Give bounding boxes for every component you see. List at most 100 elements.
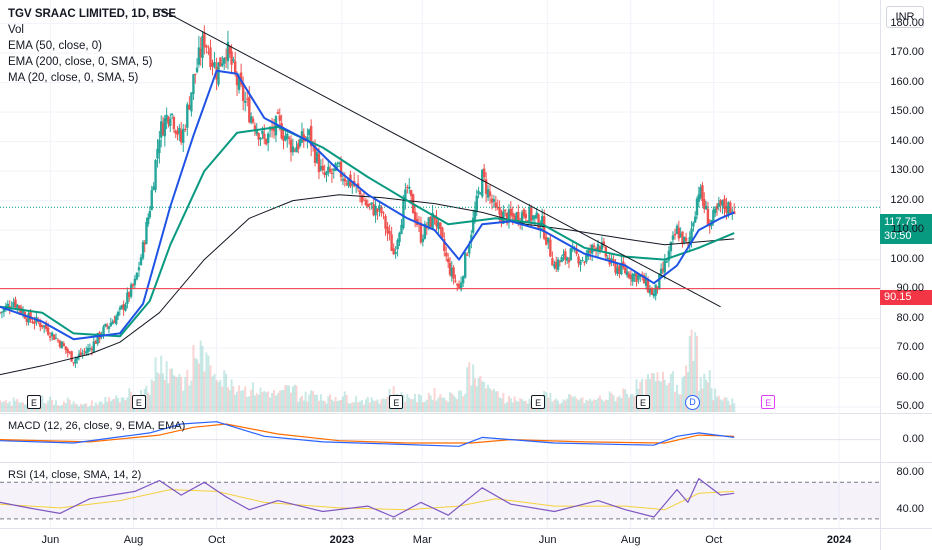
earnings-marker[interactable]: E xyxy=(131,395,146,409)
volume-bar xyxy=(577,400,580,412)
volume-bar xyxy=(673,391,676,412)
candle-body xyxy=(486,189,490,198)
volume-bar xyxy=(225,373,228,412)
volume-bar xyxy=(291,386,294,412)
volume-bar xyxy=(343,391,346,412)
candle-body xyxy=(575,248,578,254)
candle-body xyxy=(699,187,702,198)
volume-bar xyxy=(725,397,728,412)
volume-bar xyxy=(250,389,253,412)
candle-body xyxy=(484,179,488,194)
volume-bar xyxy=(213,373,216,412)
volume-bar xyxy=(622,388,625,412)
candle-body xyxy=(675,225,679,234)
candle-body xyxy=(602,241,606,245)
volume-bar xyxy=(41,395,44,412)
candle-body xyxy=(505,212,509,224)
candle-body xyxy=(44,323,48,329)
earnings-marker[interactable]: E xyxy=(531,395,546,409)
volume-bar xyxy=(423,401,426,412)
candle-body xyxy=(184,128,187,130)
candle-body xyxy=(48,336,52,338)
candle-body xyxy=(192,74,195,95)
volume-bar xyxy=(178,374,181,412)
volume-bar xyxy=(360,400,363,412)
macd-label[interactable]: MACD (12, 26, close, 9, EMA, EMA) xyxy=(8,420,186,432)
candle-body xyxy=(374,205,377,216)
chart-legend: TGV SRAAC LIMITED, 1D, BSE Vol EMA (50, … xyxy=(8,6,176,86)
volume-bar xyxy=(429,395,432,412)
candle-body xyxy=(719,200,722,205)
legend-vol[interactable]: Vol xyxy=(8,24,24,36)
candle-body xyxy=(39,322,42,327)
legend-ema200[interactable]: EMA (200, close, 0, SMA, 5) xyxy=(8,56,153,68)
volume-bar xyxy=(230,379,233,412)
volume-bar xyxy=(585,399,588,412)
volume-bar xyxy=(439,394,442,412)
volume-bar xyxy=(265,392,268,412)
volume-bar xyxy=(521,399,524,412)
candle-body xyxy=(473,209,477,220)
candle-body xyxy=(388,230,391,235)
volume-bar xyxy=(79,403,82,412)
volume-bar xyxy=(64,403,67,412)
candle-body xyxy=(683,236,686,243)
candle-body xyxy=(241,82,245,101)
volume-bar xyxy=(359,401,362,412)
volume-bar xyxy=(78,406,81,412)
earnings-marker[interactable]: E xyxy=(761,395,776,409)
volume-bar xyxy=(23,404,26,412)
price-tick-label: 120.00 xyxy=(890,193,924,206)
candle-body xyxy=(188,104,191,110)
legend-ma20[interactable]: MA (20, close, 0, SMA, 5) xyxy=(8,72,139,84)
volume-bar xyxy=(255,393,258,412)
volume-bar xyxy=(368,402,371,412)
volume-bar xyxy=(55,400,58,412)
earnings-marker[interactable]: E xyxy=(27,395,42,409)
candle-body xyxy=(457,284,461,288)
candle-body xyxy=(293,149,296,151)
candle-body xyxy=(165,114,168,122)
legend-ema50[interactable]: EMA (50, close, 0) xyxy=(8,40,102,52)
dividend-marker[interactable]: D xyxy=(685,395,700,410)
volume-bar xyxy=(506,401,509,412)
volume-bar xyxy=(215,379,218,412)
candle-body xyxy=(390,234,393,251)
candle-body xyxy=(226,41,230,62)
candle-body xyxy=(695,198,699,216)
volume-bar xyxy=(96,404,99,412)
candle-body xyxy=(287,137,291,139)
volume-bar xyxy=(176,377,179,412)
candle-body xyxy=(158,139,161,154)
candle-body xyxy=(587,249,590,257)
volume-bar xyxy=(519,398,522,412)
volume-bar xyxy=(18,402,21,412)
candle-body xyxy=(553,264,556,268)
candle-body xyxy=(186,104,189,128)
volume-bar xyxy=(98,401,101,412)
symbol-title[interactable]: TGV SRAAC LIMITED, 1D, BSE xyxy=(8,8,177,20)
candle-body xyxy=(170,113,174,116)
volume-bar xyxy=(558,403,561,412)
volume-bar xyxy=(194,358,197,412)
volume-bar xyxy=(494,391,497,412)
candle-body xyxy=(569,248,572,261)
volume-bar xyxy=(211,376,214,412)
volume-bar xyxy=(378,403,381,412)
candle-body xyxy=(663,260,666,273)
candle-body xyxy=(479,193,482,195)
earnings-marker[interactable]: E xyxy=(635,395,650,409)
currency-button[interactable]: INR xyxy=(886,6,924,28)
volume-bar xyxy=(663,379,666,412)
candle-body xyxy=(648,288,652,294)
volume-bar xyxy=(425,399,428,412)
volume-bar xyxy=(733,403,736,412)
volume-bar xyxy=(416,402,419,412)
candle-body xyxy=(475,195,478,212)
volume-bar xyxy=(357,402,360,412)
earnings-marker[interactable]: E xyxy=(389,395,404,409)
candle-body xyxy=(498,207,501,215)
rsi-label[interactable]: RSI (14, close, SMA, 14, 2) xyxy=(8,469,142,481)
candle-body xyxy=(295,146,298,153)
